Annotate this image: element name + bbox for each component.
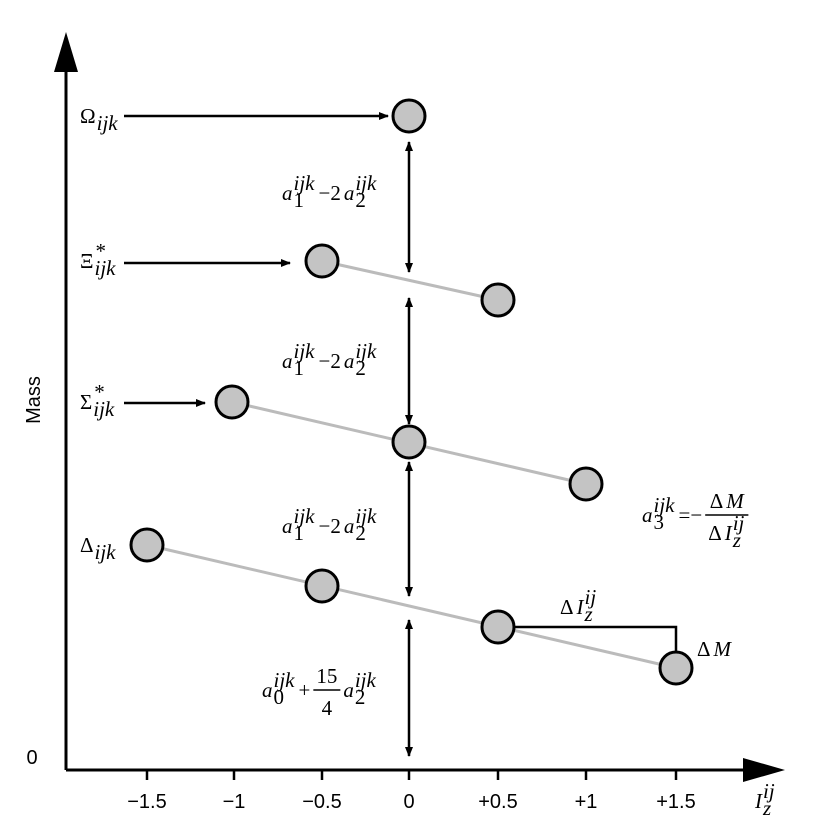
math-symbol: Ω xyxy=(80,104,96,128)
denominator: 4 xyxy=(322,696,333,720)
x-tick-label: +1 xyxy=(575,791,598,813)
math-symbol: =− xyxy=(679,503,703,527)
superscript: ij xyxy=(733,511,745,535)
math-symbol: Δ xyxy=(708,521,722,545)
subscript: 2 xyxy=(355,521,366,545)
subscript: ijk xyxy=(95,256,117,280)
math-symbol: I xyxy=(724,521,733,545)
subscript: 1 xyxy=(294,521,305,545)
math-symbol: 15 xyxy=(316,664,337,688)
y-axis-label: Mass xyxy=(23,376,45,424)
numerator: 15 xyxy=(316,664,337,688)
math-symbol: + xyxy=(299,678,311,702)
subscript: 0 xyxy=(274,685,285,709)
subscript: 2 xyxy=(355,356,366,380)
superscript: ij xyxy=(585,585,597,609)
superscript: ijk xyxy=(355,171,377,195)
multiplet-label: Ξ *ijk xyxy=(80,239,116,280)
subscript: ijk xyxy=(97,111,119,135)
subscript: 1 xyxy=(294,356,305,380)
x-tick-label: −0.5 xyxy=(302,791,341,813)
math-symbol: a xyxy=(282,181,293,205)
math-symbol: Δ xyxy=(697,637,711,661)
superscript: ijk xyxy=(274,668,296,692)
math-symbol: Δ xyxy=(710,489,724,513)
arrows xyxy=(124,112,678,757)
math-symbol: a xyxy=(344,181,355,205)
math-symbol: −2 xyxy=(319,349,341,373)
subscript: 2 xyxy=(355,188,366,212)
math-symbol: Ξ xyxy=(80,249,94,273)
x-tick-label: +0.5 xyxy=(478,791,517,813)
math-symbol: Δ xyxy=(560,595,574,619)
states xyxy=(129,98,694,686)
x-tick-label: 0 xyxy=(403,791,414,813)
subscript: ijk xyxy=(93,397,115,421)
math-symbol: Δ xyxy=(80,533,94,557)
math-symbol: M xyxy=(725,489,745,513)
math-symbol: a xyxy=(343,678,354,702)
subscript: 2 xyxy=(355,685,366,709)
subscript: z xyxy=(584,602,593,626)
math-symbol: −2 xyxy=(319,181,341,205)
math-symbol: I xyxy=(576,595,585,619)
math-symbol: 4 xyxy=(322,696,333,720)
x-tick-label: −1 xyxy=(223,791,246,813)
superscript: ijk xyxy=(294,171,316,195)
superscript: * xyxy=(95,239,106,263)
superscript: * xyxy=(93,380,104,404)
superscript: ijk xyxy=(654,493,676,517)
origin-label: 0 xyxy=(26,747,37,769)
x-tick-label: +1.5 xyxy=(656,791,695,813)
x-tick-label: −1.5 xyxy=(127,791,166,813)
superscript: ijk xyxy=(355,668,377,692)
math-symbol: Σ xyxy=(80,390,92,414)
math-symbol: a xyxy=(642,503,653,527)
math-symbol: a xyxy=(344,349,355,373)
math-symbol: I xyxy=(754,789,763,813)
multiplet-label: Σ *ijk xyxy=(80,380,115,421)
subscript: z xyxy=(732,528,741,552)
math-symbol: a xyxy=(344,514,355,538)
superscript: ijk xyxy=(294,339,316,363)
superscript: ijk xyxy=(355,339,377,363)
math-symbol: a xyxy=(282,514,293,538)
math-symbol: a xyxy=(262,678,273,702)
connectors xyxy=(146,259,677,670)
subscript: 1 xyxy=(294,188,305,212)
math-symbol: −2 xyxy=(319,514,341,538)
superscript: ijk xyxy=(294,504,316,528)
math-symbol: M xyxy=(713,637,733,661)
subscript: 3 xyxy=(654,510,665,534)
subscript: z xyxy=(762,796,771,820)
superscript: ij xyxy=(763,779,775,803)
subscript: ijk xyxy=(95,540,117,564)
math-symbol: a xyxy=(282,349,293,373)
superscript: ijk xyxy=(355,504,377,528)
